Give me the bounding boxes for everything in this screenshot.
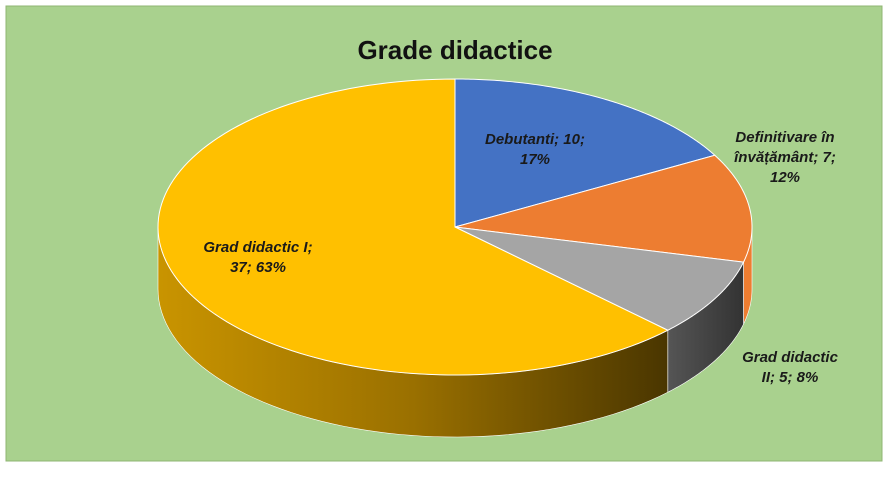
slice [157, 78, 669, 376]
slice [454, 154, 753, 263]
chart-title: Grade didactice [357, 35, 552, 65]
data-label: Grad didactic II; 5; 8% [742, 349, 839, 386]
data-label: Definitivare în învățământ; 7; 12% [734, 129, 836, 186]
slice [454, 78, 716, 228]
data-label: Debutanti; 10; 17% [485, 131, 585, 168]
slice [454, 226, 745, 331]
data-label: Grad didactic I; 37; 63% [203, 239, 312, 276]
